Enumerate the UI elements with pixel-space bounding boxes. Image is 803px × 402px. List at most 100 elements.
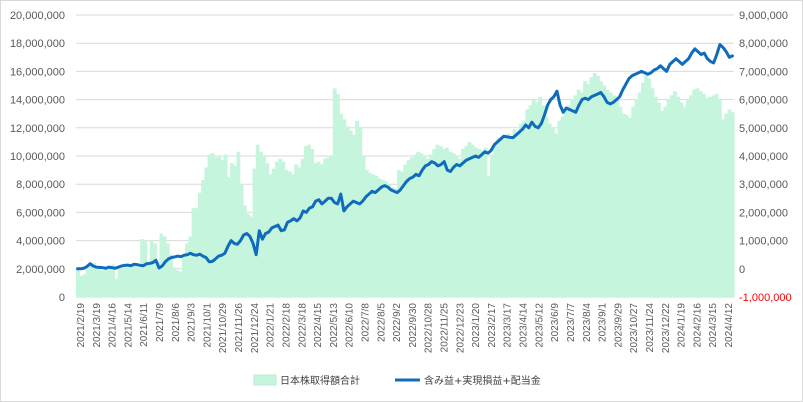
bar	[541, 105, 546, 298]
bar	[698, 91, 703, 297]
bar	[483, 147, 488, 297]
bar	[284, 170, 289, 297]
x-tick-label: 2021/4/16	[108, 303, 119, 348]
bar	[506, 133, 510, 297]
bar	[323, 158, 327, 297]
bar	[101, 270, 106, 297]
x-tick-label: 2022/6/10	[345, 303, 356, 348]
bar	[496, 137, 501, 297]
bar	[217, 156, 222, 297]
bar	[294, 164, 299, 297]
bar	[172, 267, 177, 297]
x-tick-label: 2021/3/19	[92, 303, 103, 348]
bar	[258, 151, 263, 297]
bar	[124, 267, 128, 297]
bar	[724, 113, 729, 297]
bar	[319, 164, 324, 297]
bar	[92, 263, 96, 297]
bar	[210, 153, 215, 297]
bar	[669, 95, 674, 298]
bar	[650, 88, 655, 297]
x-tick-label: 2024/1/19	[677, 303, 688, 348]
bar	[262, 156, 266, 297]
bar	[197, 192, 202, 297]
bar	[361, 156, 366, 297]
bar	[303, 146, 308, 297]
bar	[628, 117, 632, 298]
bar	[531, 99, 536, 297]
x-tick-label: 2021/12/24	[250, 303, 261, 353]
bar	[169, 254, 173, 297]
bar	[130, 265, 135, 297]
bar	[252, 168, 257, 297]
bar	[467, 141, 472, 297]
bar	[647, 78, 652, 297]
bar	[300, 158, 305, 297]
bar	[518, 123, 523, 297]
bar	[246, 213, 250, 297]
right-tick-label: 5,000,000	[739, 123, 788, 135]
bar	[605, 89, 610, 297]
bar	[612, 95, 616, 298]
bar	[538, 96, 543, 297]
bar	[461, 148, 465, 297]
bar	[727, 109, 732, 297]
bar	[204, 167, 209, 297]
bar	[583, 81, 587, 298]
bar	[384, 181, 388, 297]
bar	[287, 171, 292, 297]
bar	[695, 88, 700, 297]
bar	[692, 89, 697, 297]
bar	[220, 160, 225, 297]
bar	[156, 261, 161, 297]
bar	[271, 168, 276, 297]
bar	[717, 99, 722, 297]
bar	[380, 179, 385, 297]
bar	[146, 261, 151, 297]
bar	[592, 72, 597, 297]
legend-label-bars: 日本株取得額合計	[280, 374, 360, 387]
bar	[419, 153, 424, 297]
bar	[136, 267, 141, 297]
bar	[223, 154, 228, 297]
bar	[355, 120, 360, 297]
bar	[111, 264, 116, 297]
bar	[660, 110, 664, 297]
x-tick-label: 2023/8/4	[582, 303, 593, 342]
bar	[544, 116, 549, 298]
bar	[335, 93, 340, 298]
x-tick-label: 2023/5/12	[534, 303, 545, 348]
x-tick-label: 2022/8/5	[376, 303, 387, 342]
bar	[368, 172, 372, 297]
bar	[502, 134, 507, 297]
left-tick-label: 0	[59, 292, 65, 304]
right-tick-label: 4,000,000	[739, 151, 788, 163]
bar	[149, 240, 154, 297]
bar	[689, 95, 693, 298]
x-tick-label: 2022/2/18	[282, 303, 293, 348]
bar	[291, 174, 295, 297]
bar	[730, 112, 735, 297]
bar	[413, 154, 417, 297]
bar	[332, 88, 337, 297]
bar	[493, 144, 498, 297]
bar	[387, 184, 392, 297]
bar	[120, 268, 125, 297]
bar	[685, 99, 690, 297]
bar	[409, 157, 414, 297]
bar	[499, 139, 504, 297]
left-tick-label: 6,000,000	[16, 207, 65, 219]
bar	[178, 271, 183, 297]
bar	[133, 265, 138, 297]
x-tick-label: 2023/3/17	[503, 303, 514, 348]
bar	[214, 157, 218, 297]
x-tick-label: 2022/11/25	[440, 303, 451, 353]
x-tick-label: 2022/1/21	[266, 303, 277, 348]
x-tick-label: 2022/9/30	[408, 303, 419, 348]
bar	[339, 113, 344, 297]
bar	[242, 205, 247, 297]
bar	[329, 156, 334, 297]
bar	[390, 187, 395, 297]
bar	[576, 89, 581, 297]
bar	[393, 188, 398, 297]
